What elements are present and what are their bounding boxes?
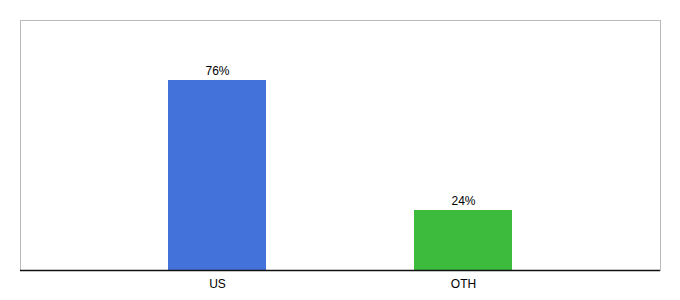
svg-text:24%: 24%: [451, 194, 475, 208]
svg-text:OTH: OTH: [451, 277, 476, 291]
svg-text:76%: 76%: [205, 64, 229, 78]
svg-text:US: US: [209, 277, 226, 291]
